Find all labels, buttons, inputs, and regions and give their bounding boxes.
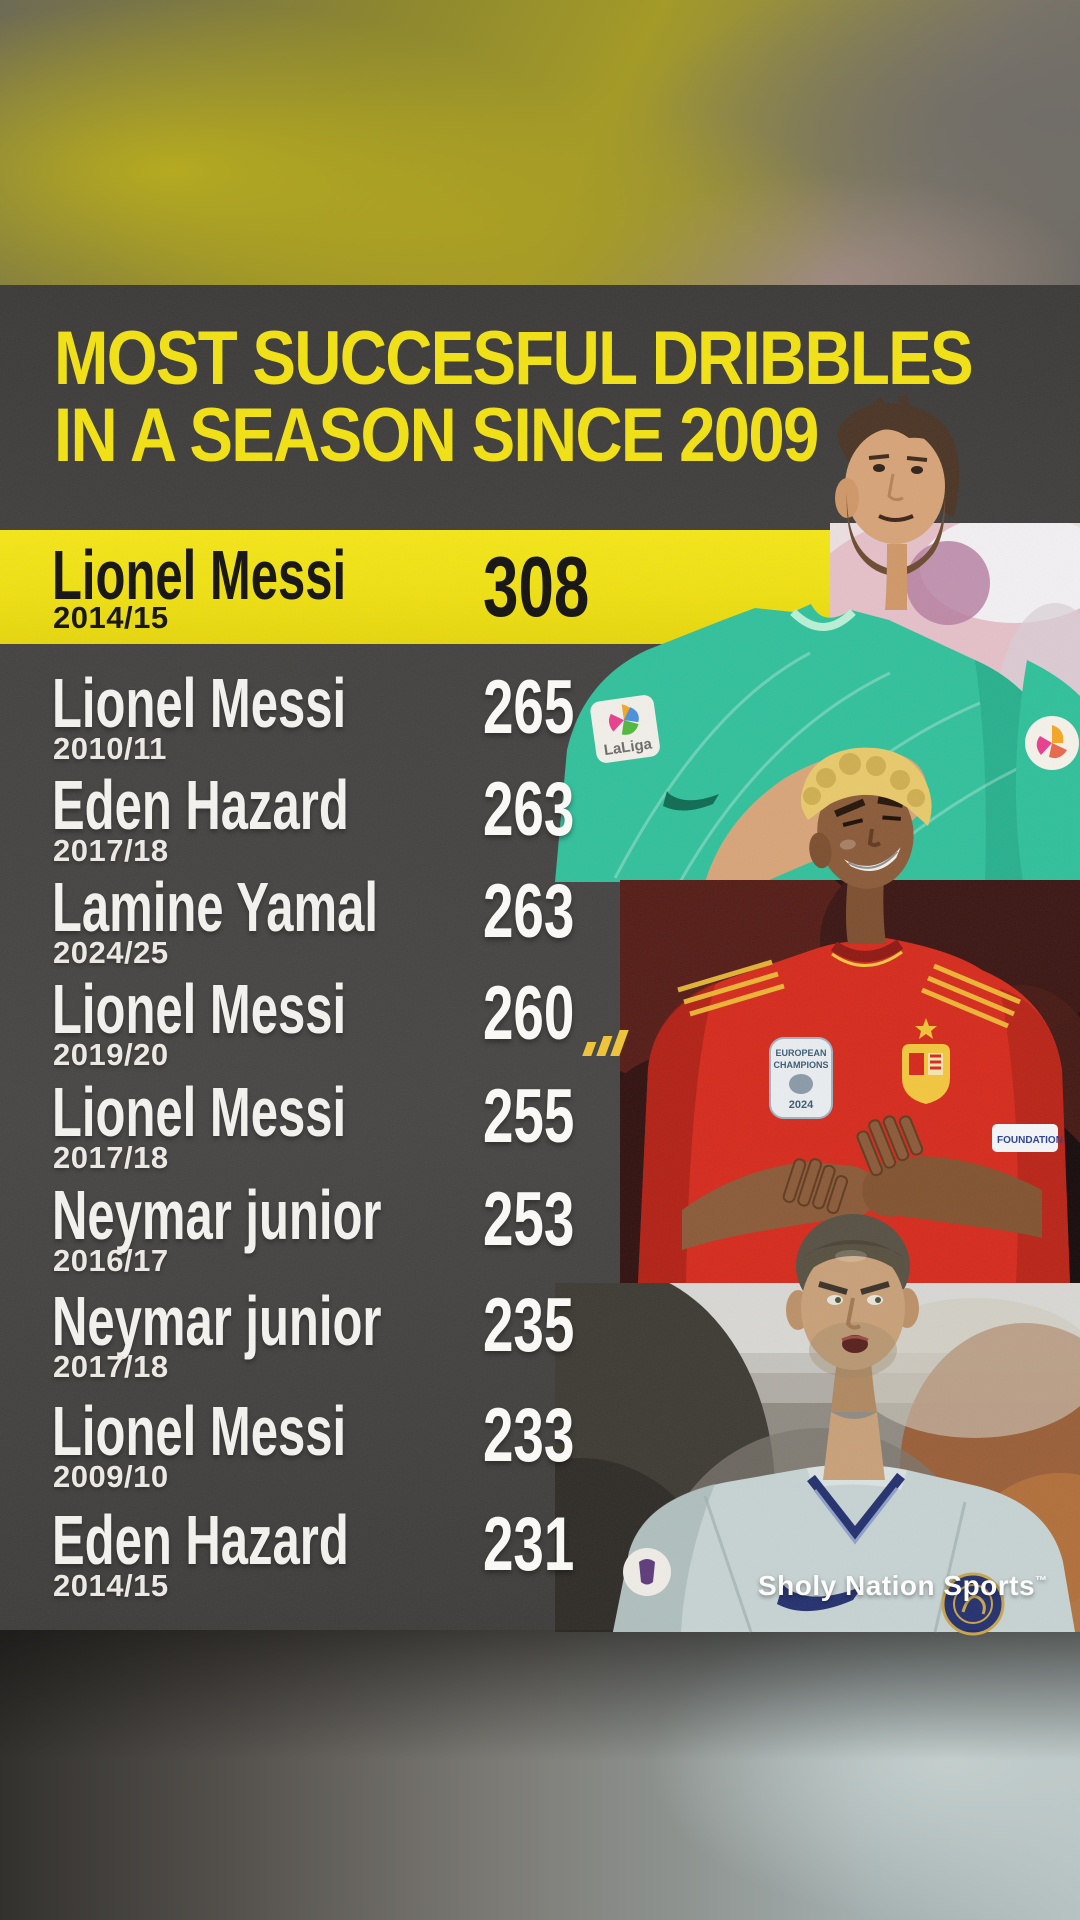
season-label: 2017/18: [53, 1140, 169, 1175]
dribbles-value: 235: [483, 1283, 575, 1368]
ranking-row: Neymar junior 2016/17 253: [0, 1180, 1080, 1280]
season-label: 2017/18: [53, 1349, 169, 1384]
player-name: Lionel Messi: [52, 1073, 347, 1151]
player-name: Neymar junior: [52, 1176, 382, 1254]
ranking-row: Lionel Messi 2014/15 308: [0, 540, 1080, 640]
ranking-row: Lionel Messi 2010/11 265: [0, 668, 1080, 768]
dribbles-value: 255: [483, 1074, 575, 1159]
player-name: Lionel Messi: [52, 1392, 347, 1470]
page-title: MOST SUCCESFUL DRIBBLES IN A SEASON SINC…: [54, 320, 974, 474]
season-label: 2010/11: [53, 731, 167, 766]
watermark: Sholy Nation Sports™: [758, 1570, 1048, 1602]
player-name: Lionel Messi: [52, 664, 347, 742]
player-name: Lionel Messi: [52, 970, 347, 1048]
season-label: 2014/15: [53, 600, 169, 635]
dribbles-value: 265: [483, 665, 575, 750]
season-label: 2016/17: [53, 1243, 169, 1278]
ranking-row: Lionel Messi 2009/10 233: [0, 1396, 1080, 1496]
season-label: 2019/20: [53, 1037, 169, 1072]
season-label: 2017/18: [53, 833, 169, 868]
ranking-row: Lamine Yamal 2024/25 263: [0, 872, 1080, 972]
season-label: 2014/15: [53, 1568, 169, 1603]
player-name: Eden Hazard: [52, 766, 349, 844]
page-title-line2: IN A SEASON SINCE 2009: [54, 393, 819, 478]
dribbles-value: 253: [483, 1177, 575, 1262]
season-label: 2024/25: [53, 935, 169, 970]
season-label: 2009/10: [53, 1459, 169, 1494]
player-name: Lamine Yamal: [52, 868, 378, 946]
ranking-row: Eden Hazard 2017/18 263: [0, 770, 1080, 870]
ranking-row: Neymar junior 2017/18 235: [0, 1286, 1080, 1386]
dribbles-value: 231: [483, 1502, 575, 1587]
dribbles-value: 263: [483, 869, 575, 954]
dribbles-value: 308: [483, 540, 590, 635]
ranking-row: Lionel Messi 2019/20 260: [0, 974, 1080, 1074]
dribbles-value: 263: [483, 767, 575, 852]
watermark-text: Sholy Nation Sports: [758, 1570, 1036, 1601]
dribbles-value: 260: [483, 971, 575, 1056]
ranking-row: Lionel Messi 2017/18 255: [0, 1077, 1080, 1177]
player-name: Neymar junior: [52, 1282, 382, 1360]
dribbles-value: 233: [483, 1393, 575, 1478]
bottom-blurred-photo: [0, 1630, 1080, 1920]
top-blurred-photo: [0, 0, 1080, 285]
watermark-tm: ™: [1035, 1573, 1048, 1588]
player-name: Eden Hazard: [52, 1501, 349, 1579]
page-title-line1: MOST SUCCESFUL DRIBBLES: [54, 316, 974, 401]
